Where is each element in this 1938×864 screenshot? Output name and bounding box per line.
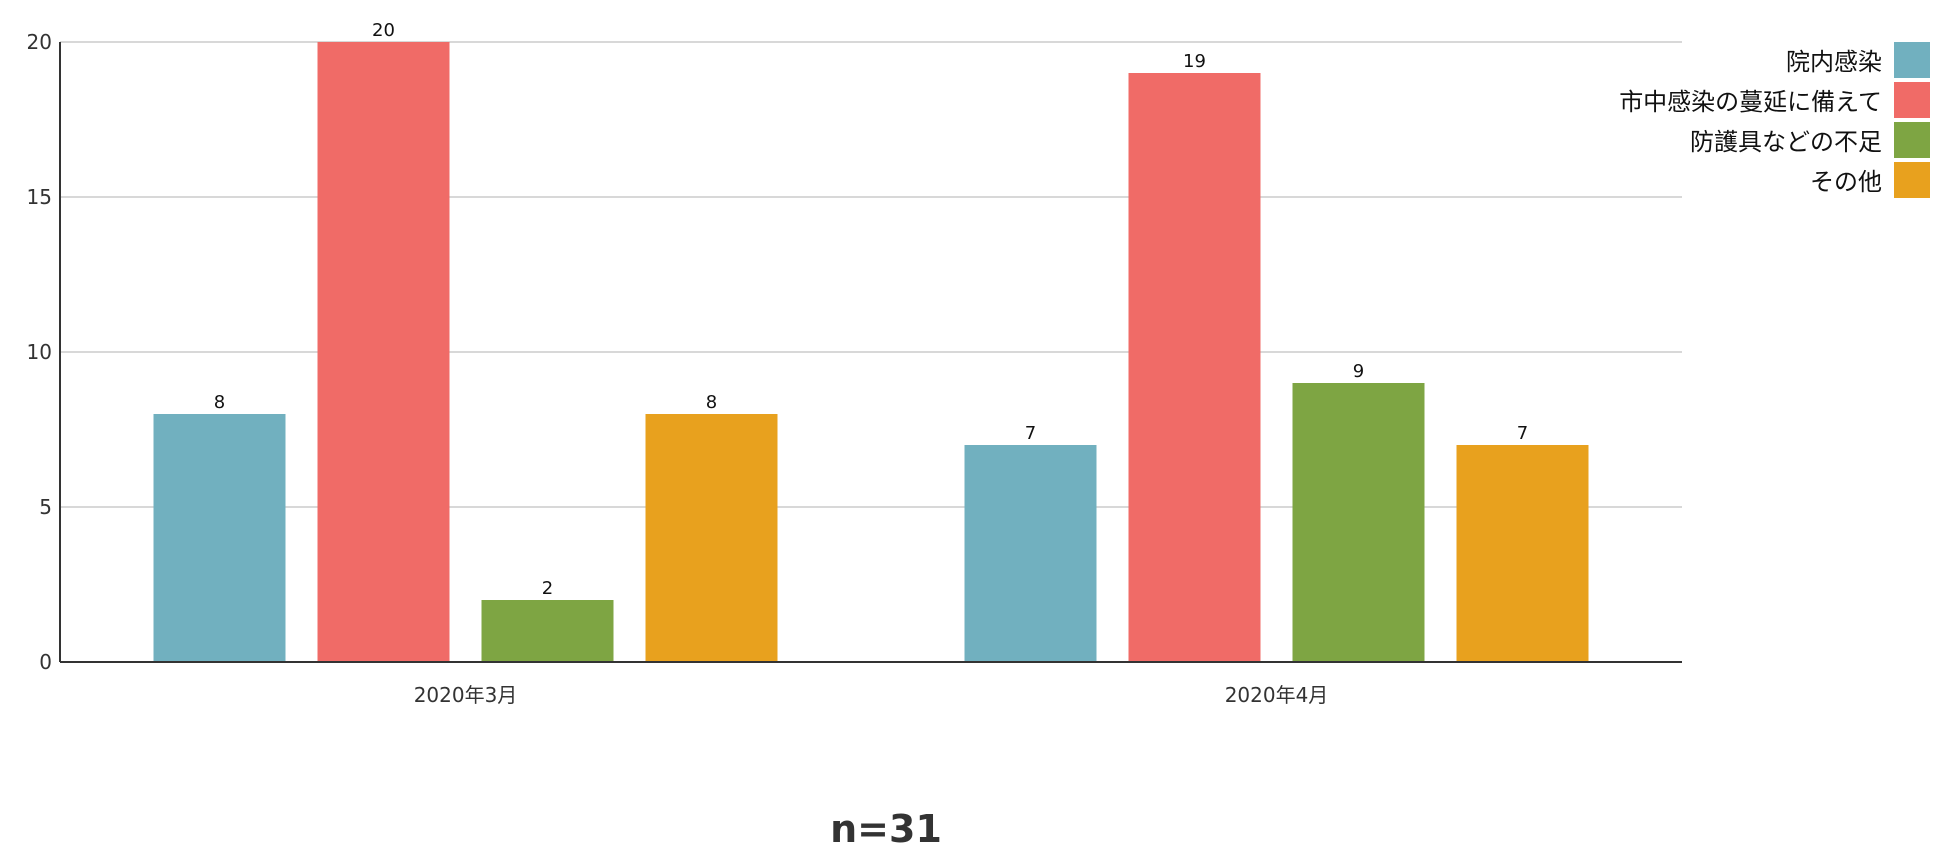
sample-size-note: n=31	[830, 807, 942, 851]
x-axis-labels: 2020年3月 2020年4月	[414, 683, 1329, 707]
data-label: 20	[372, 20, 395, 41]
data-labels: 8 20 2 8 7 19 9 7	[214, 20, 1528, 599]
y-tick-label: 20	[27, 30, 52, 54]
legend-label: 防護具などの不足	[1690, 128, 1882, 156]
bar	[317, 42, 450, 662]
x-category-label: 2020年4月	[1225, 683, 1329, 707]
legend-swatch	[1894, 122, 1930, 158]
y-tick-label: 5	[39, 495, 52, 519]
gridlines	[60, 41, 1682, 508]
legend-label: 市中感染の蔓延に備えて	[1619, 88, 1882, 116]
bar	[153, 414, 286, 662]
bar	[645, 414, 778, 662]
bar	[1456, 445, 1589, 662]
legend-swatch	[1894, 162, 1930, 198]
legend-label: その他	[1810, 168, 1882, 196]
bar	[964, 445, 1097, 662]
y-tick-label: 10	[27, 340, 52, 364]
data-label: 8	[214, 392, 225, 413]
bar	[1128, 73, 1261, 662]
legend-swatch	[1894, 42, 1930, 78]
y-tick-label: 0	[39, 650, 52, 674]
legend-label: 院内感染	[1786, 48, 1882, 76]
data-label: 8	[706, 392, 717, 413]
axes	[59, 42, 1682, 663]
data-label: 7	[1025, 423, 1036, 444]
data-label: 9	[1353, 361, 1364, 382]
bar	[481, 600, 614, 662]
y-axis-ticks: 0 5 10 15 20	[27, 30, 52, 674]
legend-swatch	[1894, 82, 1930, 118]
y-tick-label: 15	[27, 185, 52, 209]
x-category-label: 2020年3月	[414, 683, 518, 707]
bar	[1292, 383, 1425, 662]
data-label: 2	[542, 578, 553, 599]
bars	[153, 42, 1589, 662]
data-label: 7	[1517, 423, 1528, 444]
data-label: 19	[1183, 51, 1206, 72]
